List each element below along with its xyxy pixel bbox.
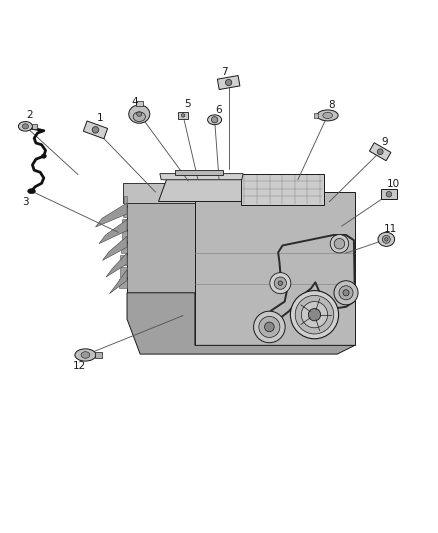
Polygon shape (119, 279, 127, 288)
Ellipse shape (385, 238, 388, 241)
Polygon shape (99, 220, 127, 244)
Ellipse shape (23, 125, 31, 130)
Polygon shape (122, 231, 127, 241)
Ellipse shape (290, 290, 339, 339)
Polygon shape (102, 236, 127, 260)
Ellipse shape (278, 281, 283, 285)
Ellipse shape (259, 317, 280, 337)
Ellipse shape (339, 286, 353, 300)
Ellipse shape (378, 232, 395, 246)
Polygon shape (120, 255, 127, 264)
Ellipse shape (133, 112, 145, 122)
Ellipse shape (386, 191, 392, 197)
Text: 12: 12 (73, 361, 86, 372)
Ellipse shape (226, 79, 232, 86)
Polygon shape (95, 352, 102, 358)
Ellipse shape (317, 110, 338, 121)
Polygon shape (158, 179, 245, 201)
Text: 6: 6 (215, 104, 222, 115)
Text: 2: 2 (26, 110, 33, 120)
Polygon shape (195, 192, 355, 345)
Ellipse shape (330, 235, 349, 253)
Text: 4: 4 (131, 97, 138, 107)
Ellipse shape (334, 238, 345, 249)
Ellipse shape (377, 149, 383, 155)
Polygon shape (241, 174, 324, 205)
Ellipse shape (181, 114, 185, 117)
Polygon shape (369, 143, 391, 161)
Polygon shape (120, 267, 127, 277)
Ellipse shape (129, 105, 150, 123)
Ellipse shape (308, 309, 321, 321)
Ellipse shape (323, 112, 332, 118)
Polygon shape (127, 188, 195, 293)
Polygon shape (123, 207, 127, 217)
Polygon shape (106, 253, 127, 277)
Ellipse shape (208, 115, 222, 125)
Polygon shape (32, 124, 37, 128)
Polygon shape (110, 270, 127, 294)
Ellipse shape (22, 124, 28, 129)
Polygon shape (122, 219, 127, 229)
Polygon shape (124, 196, 127, 205)
Text: 3: 3 (22, 197, 29, 207)
Polygon shape (127, 293, 355, 354)
Ellipse shape (75, 349, 96, 361)
Ellipse shape (212, 117, 218, 123)
Text: 11: 11 (384, 224, 397, 235)
Ellipse shape (81, 352, 90, 358)
Ellipse shape (270, 273, 291, 294)
Polygon shape (95, 203, 127, 227)
Ellipse shape (254, 311, 285, 343)
Text: 9: 9 (381, 136, 388, 147)
Polygon shape (121, 243, 127, 253)
Text: 10: 10 (387, 179, 400, 189)
Polygon shape (314, 113, 318, 118)
Text: 1: 1 (96, 112, 103, 123)
Ellipse shape (334, 281, 358, 305)
Polygon shape (217, 76, 240, 90)
Ellipse shape (92, 126, 99, 133)
Text: 5: 5 (184, 100, 191, 109)
Polygon shape (160, 174, 243, 180)
Ellipse shape (28, 189, 35, 194)
Ellipse shape (295, 295, 334, 334)
Ellipse shape (265, 322, 274, 332)
Polygon shape (136, 101, 143, 106)
Ellipse shape (137, 112, 142, 116)
Polygon shape (123, 183, 195, 203)
Polygon shape (175, 170, 223, 175)
Ellipse shape (41, 154, 46, 158)
Ellipse shape (343, 290, 349, 296)
Polygon shape (381, 189, 397, 199)
Ellipse shape (382, 236, 390, 243)
Ellipse shape (274, 277, 286, 289)
Ellipse shape (18, 122, 32, 131)
Polygon shape (178, 112, 188, 119)
Text: 7: 7 (221, 67, 228, 77)
Text: 8: 8 (328, 100, 336, 110)
Ellipse shape (301, 302, 328, 328)
Polygon shape (83, 121, 108, 139)
